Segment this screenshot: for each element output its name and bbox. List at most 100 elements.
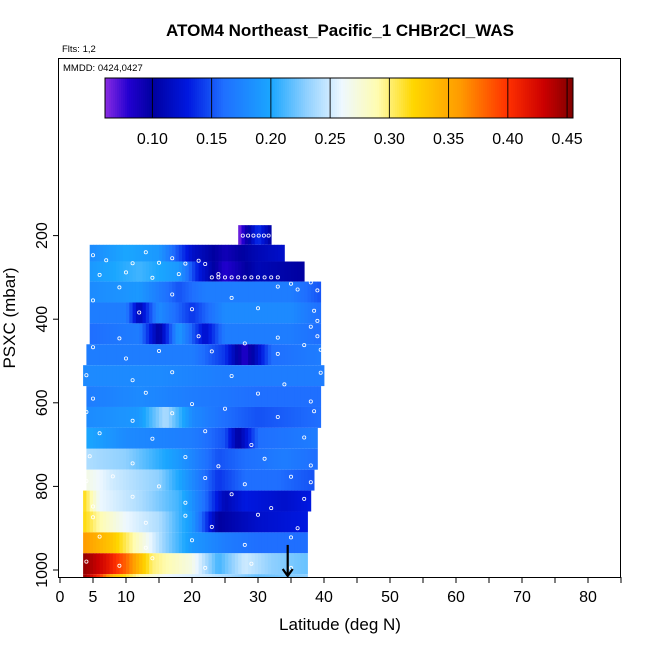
heat-cell (109, 302, 114, 324)
heat-cell (126, 261, 130, 282)
heat-cell (99, 553, 104, 575)
colorbar-cell (531, 78, 534, 118)
heat-cell (314, 406, 318, 428)
colorbar-cell (195, 78, 198, 118)
heat-cell (281, 469, 285, 491)
colorbar-cell (171, 78, 174, 118)
heat-cell (145, 261, 150, 282)
heat-cell (264, 490, 269, 512)
heat-cell (106, 302, 110, 324)
heat-cell (314, 365, 318, 387)
heat-cell (267, 427, 272, 449)
heat-cell (225, 386, 229, 407)
heat-cell (102, 344, 107, 366)
heat-cell (172, 323, 176, 345)
colorbar-cell (367, 78, 370, 118)
heat-cell (294, 323, 298, 345)
heat-cell (208, 244, 213, 262)
heat-cell (238, 490, 242, 512)
heat-cell (122, 386, 127, 407)
sample-point (183, 455, 188, 460)
heat-cell (284, 261, 289, 282)
heat-cell (241, 281, 246, 303)
heat-cell (261, 511, 265, 533)
colorbar-cell (145, 78, 148, 118)
heat-cell (310, 281, 315, 303)
heat-cell (112, 406, 117, 428)
heat-cell (152, 532, 157, 554)
colorbar-cell (141, 78, 144, 118)
heat-cell (271, 281, 275, 303)
colorbar-cell (201, 78, 204, 118)
heat-cell (221, 261, 226, 282)
heat-cell (241, 365, 246, 387)
sample-point (229, 373, 234, 378)
heat-cell (178, 244, 183, 262)
heat-cell (188, 574, 193, 577)
heat-cell (192, 365, 196, 387)
heat-cell (271, 323, 275, 345)
heat-cell (307, 406, 312, 428)
heat-cell (215, 344, 219, 366)
colorbar-cell (539, 78, 542, 118)
sample-point (242, 275, 247, 280)
heat-cell (248, 344, 252, 366)
heat-cell (89, 448, 94, 470)
heat-band (86, 344, 322, 366)
colorbar-cell (495, 78, 498, 118)
colorbar-cell (427, 78, 430, 118)
heat-cell (185, 344, 190, 366)
colorbar-cell (399, 78, 402, 118)
colorbar-cell (241, 78, 244, 118)
colorbar-cell (463, 78, 466, 118)
colorbar-cell (511, 78, 514, 118)
heat-cell (248, 323, 252, 345)
colorbar-cell (157, 78, 160, 118)
sample-point (275, 284, 280, 289)
heat-cell (208, 365, 213, 387)
heat-cell (159, 302, 163, 324)
heat-cell (132, 448, 137, 470)
heat-cell (195, 323, 199, 345)
colorbar-cell (253, 78, 256, 118)
colorbar-cell (359, 78, 362, 118)
heat-cell (155, 490, 160, 512)
sample-point (117, 336, 122, 341)
heat-cell (192, 469, 196, 491)
heat-cell (208, 490, 213, 512)
heat-cell (185, 427, 190, 449)
heat-cell (185, 281, 190, 303)
heat-cell (251, 448, 256, 470)
heat-cell (201, 386, 206, 407)
heat-cell (248, 386, 252, 407)
heat-cell (152, 511, 157, 533)
heat-cell (132, 323, 137, 345)
heat-cell (129, 302, 133, 324)
colorbar-cell (501, 78, 504, 118)
heat-cell (198, 406, 203, 428)
heat-cell (155, 244, 160, 262)
sample-point (275, 335, 280, 340)
heat-cell (145, 532, 150, 554)
heat-cell (102, 406, 107, 428)
colorbar-cell (315, 78, 318, 118)
heat-cell (185, 261, 190, 282)
heat-cell (300, 365, 305, 387)
heat-cell (192, 448, 196, 470)
heat-cell (129, 344, 133, 366)
heat-cell (149, 281, 153, 303)
colorbar-cell (185, 78, 188, 118)
heat-cell (264, 532, 269, 554)
heat-cell (215, 244, 219, 262)
heat-cell (251, 469, 256, 491)
heat-cell (198, 511, 203, 533)
colorbar-cell (277, 78, 280, 118)
heat-band (89, 281, 322, 303)
date-annotation: MMDD: 0424,0427 (63, 63, 143, 74)
heat-cell (119, 323, 124, 345)
heat-cell (271, 386, 275, 407)
colorbar-cell (425, 78, 428, 118)
heat-cell (83, 553, 87, 575)
heat-cell (225, 302, 229, 324)
heat-cell (102, 532, 107, 554)
